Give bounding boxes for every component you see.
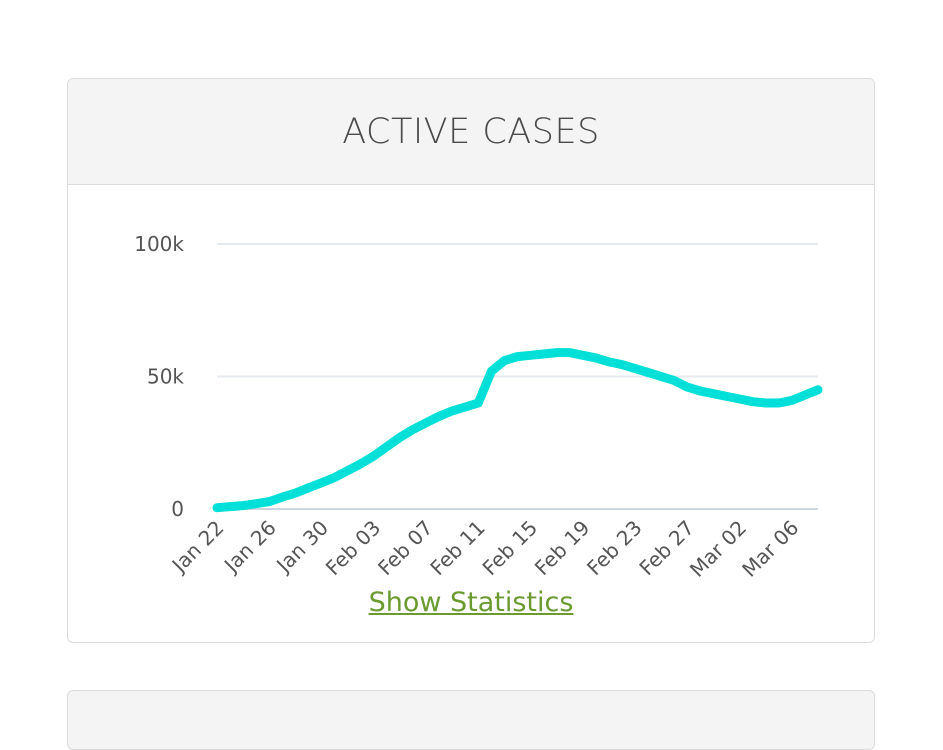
x-tick-label: Feb 15	[478, 516, 543, 581]
y-tick-label: 0	[171, 497, 184, 521]
x-tick-label: Mar 02	[685, 516, 751, 582]
y-tick-label: 50k	[147, 365, 184, 389]
x-tick-label: Feb 11	[425, 516, 490, 581]
x-tick-label: Feb 27	[634, 516, 699, 581]
grid-layer	[217, 244, 818, 509]
x-tick-label: Feb 03	[321, 516, 386, 581]
x-tick-label: Jan 26	[218, 516, 281, 579]
show-statistics-link[interactable]: Show Statistics	[68, 587, 874, 618]
x-tick-label: Feb 23	[582, 516, 647, 581]
next-card	[67, 690, 875, 750]
x-tick-label: Feb 07	[373, 516, 438, 581]
x-tick-label: Mar 06	[737, 516, 803, 582]
y-tick-label: 100k	[134, 232, 184, 256]
x-tick-label: Feb 19	[530, 516, 595, 581]
x-tick-label: Jan 22	[166, 516, 229, 579]
y-axis-ticks: 0 50k 100k	[134, 232, 184, 521]
x-tick-label: Jan 30	[270, 516, 333, 579]
